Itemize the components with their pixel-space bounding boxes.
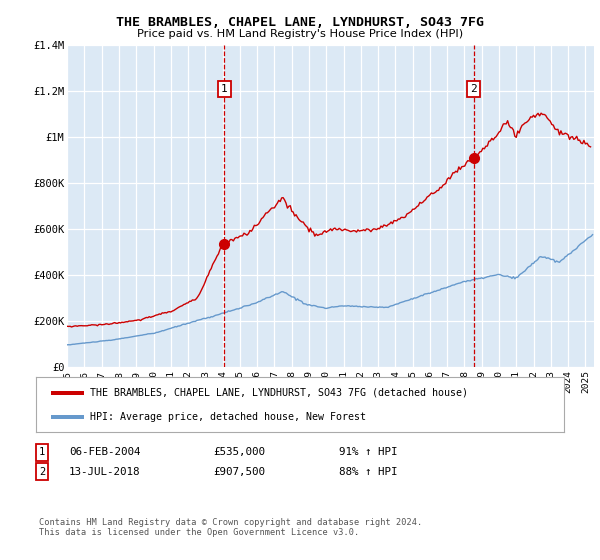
Text: £535,000: £535,000	[213, 447, 265, 458]
Text: £907,500: £907,500	[213, 466, 265, 477]
Text: Contains HM Land Registry data © Crown copyright and database right 2024.
This d: Contains HM Land Registry data © Crown c…	[39, 518, 422, 538]
Text: 06-FEB-2004: 06-FEB-2004	[69, 447, 140, 458]
Text: THE BRAMBLES, CHAPEL LANE, LYNDHURST, SO43 7FG: THE BRAMBLES, CHAPEL LANE, LYNDHURST, SO…	[116, 16, 484, 29]
Text: THE BRAMBLES, CHAPEL LANE, LYNDHURST, SO43 7FG (detached house): THE BRAMBLES, CHAPEL LANE, LYNDHURST, SO…	[90, 388, 468, 398]
Text: Price paid vs. HM Land Registry's House Price Index (HPI): Price paid vs. HM Land Registry's House …	[137, 29, 463, 39]
Text: 91% ↑ HPI: 91% ↑ HPI	[339, 447, 397, 458]
Text: 88% ↑ HPI: 88% ↑ HPI	[339, 466, 397, 477]
Text: 1: 1	[39, 447, 45, 458]
Text: 13-JUL-2018: 13-JUL-2018	[69, 466, 140, 477]
Text: 2: 2	[39, 466, 45, 477]
Text: HPI: Average price, detached house, New Forest: HPI: Average price, detached house, New …	[90, 412, 366, 422]
Text: 2: 2	[470, 84, 477, 94]
Text: 1: 1	[221, 84, 227, 94]
